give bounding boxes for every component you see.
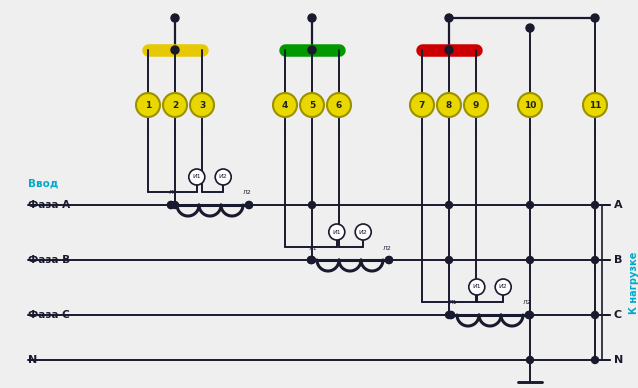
Text: 6: 6 xyxy=(336,100,342,109)
Text: И2: И2 xyxy=(219,175,228,180)
Text: Л1: Л1 xyxy=(168,191,177,196)
Circle shape xyxy=(518,93,542,117)
Circle shape xyxy=(445,46,453,54)
Circle shape xyxy=(526,357,533,364)
Circle shape xyxy=(591,357,598,364)
Circle shape xyxy=(172,201,179,208)
Circle shape xyxy=(308,14,316,22)
Text: Л2: Л2 xyxy=(523,300,531,305)
Circle shape xyxy=(410,93,434,117)
Text: 10: 10 xyxy=(524,100,536,109)
Text: 1: 1 xyxy=(145,100,151,109)
Text: И2: И2 xyxy=(359,229,367,234)
Text: Фаза А: Фаза А xyxy=(28,200,70,210)
Text: 9: 9 xyxy=(473,100,479,109)
Circle shape xyxy=(445,201,452,208)
Circle shape xyxy=(273,93,297,117)
Circle shape xyxy=(445,312,452,319)
Text: Л2: Л2 xyxy=(242,191,251,196)
Text: И2: И2 xyxy=(499,284,508,289)
Circle shape xyxy=(591,14,599,22)
Circle shape xyxy=(300,93,324,117)
Circle shape xyxy=(591,312,598,319)
Text: Фаза В: Фаза В xyxy=(28,255,70,265)
Circle shape xyxy=(136,93,160,117)
Text: 3: 3 xyxy=(199,100,205,109)
Circle shape xyxy=(385,256,392,263)
Circle shape xyxy=(355,224,371,240)
Circle shape xyxy=(526,312,533,319)
Circle shape xyxy=(190,93,214,117)
Circle shape xyxy=(526,312,533,319)
Text: В: В xyxy=(614,255,623,265)
Circle shape xyxy=(526,256,533,263)
Text: А: А xyxy=(614,200,623,210)
Text: Л1: Л1 xyxy=(309,246,317,251)
Circle shape xyxy=(163,93,187,117)
Text: N: N xyxy=(28,355,37,365)
Circle shape xyxy=(437,93,461,117)
Text: 4: 4 xyxy=(282,100,288,109)
Circle shape xyxy=(591,201,598,208)
Text: Фаза С: Фаза С xyxy=(28,310,70,320)
Circle shape xyxy=(583,93,607,117)
Circle shape xyxy=(309,201,316,208)
Text: 8: 8 xyxy=(446,100,452,109)
Circle shape xyxy=(308,256,315,263)
Circle shape xyxy=(171,46,179,54)
Text: 11: 11 xyxy=(589,100,601,109)
Circle shape xyxy=(469,279,485,295)
Text: N: N xyxy=(614,355,623,365)
Text: И1: И1 xyxy=(332,229,341,234)
Text: 2: 2 xyxy=(172,100,178,109)
Text: Л2: Л2 xyxy=(383,246,391,251)
Circle shape xyxy=(526,312,533,319)
Circle shape xyxy=(168,201,175,208)
Circle shape xyxy=(189,169,205,185)
Circle shape xyxy=(385,256,392,263)
Text: К нагрузке: К нагрузке xyxy=(629,251,638,314)
Text: И1: И1 xyxy=(473,284,481,289)
Text: Л1: Л1 xyxy=(449,300,457,305)
Circle shape xyxy=(329,224,345,240)
Text: 7: 7 xyxy=(419,100,425,109)
Circle shape xyxy=(246,201,253,208)
Circle shape xyxy=(526,201,533,208)
Text: С: С xyxy=(614,310,622,320)
Circle shape xyxy=(246,201,253,208)
Circle shape xyxy=(526,24,534,32)
Circle shape xyxy=(447,312,454,319)
Circle shape xyxy=(445,14,453,22)
Text: И1: И1 xyxy=(193,175,201,180)
Circle shape xyxy=(591,256,598,263)
Circle shape xyxy=(445,256,452,263)
Text: Ввод: Ввод xyxy=(28,178,58,188)
Circle shape xyxy=(464,93,488,117)
Circle shape xyxy=(171,14,179,22)
Circle shape xyxy=(308,256,315,263)
Circle shape xyxy=(309,256,316,263)
Text: 5: 5 xyxy=(309,100,315,109)
Circle shape xyxy=(215,169,231,185)
Circle shape xyxy=(447,312,454,319)
Circle shape xyxy=(168,201,175,208)
Circle shape xyxy=(308,46,316,54)
Circle shape xyxy=(495,279,511,295)
Circle shape xyxy=(327,93,351,117)
